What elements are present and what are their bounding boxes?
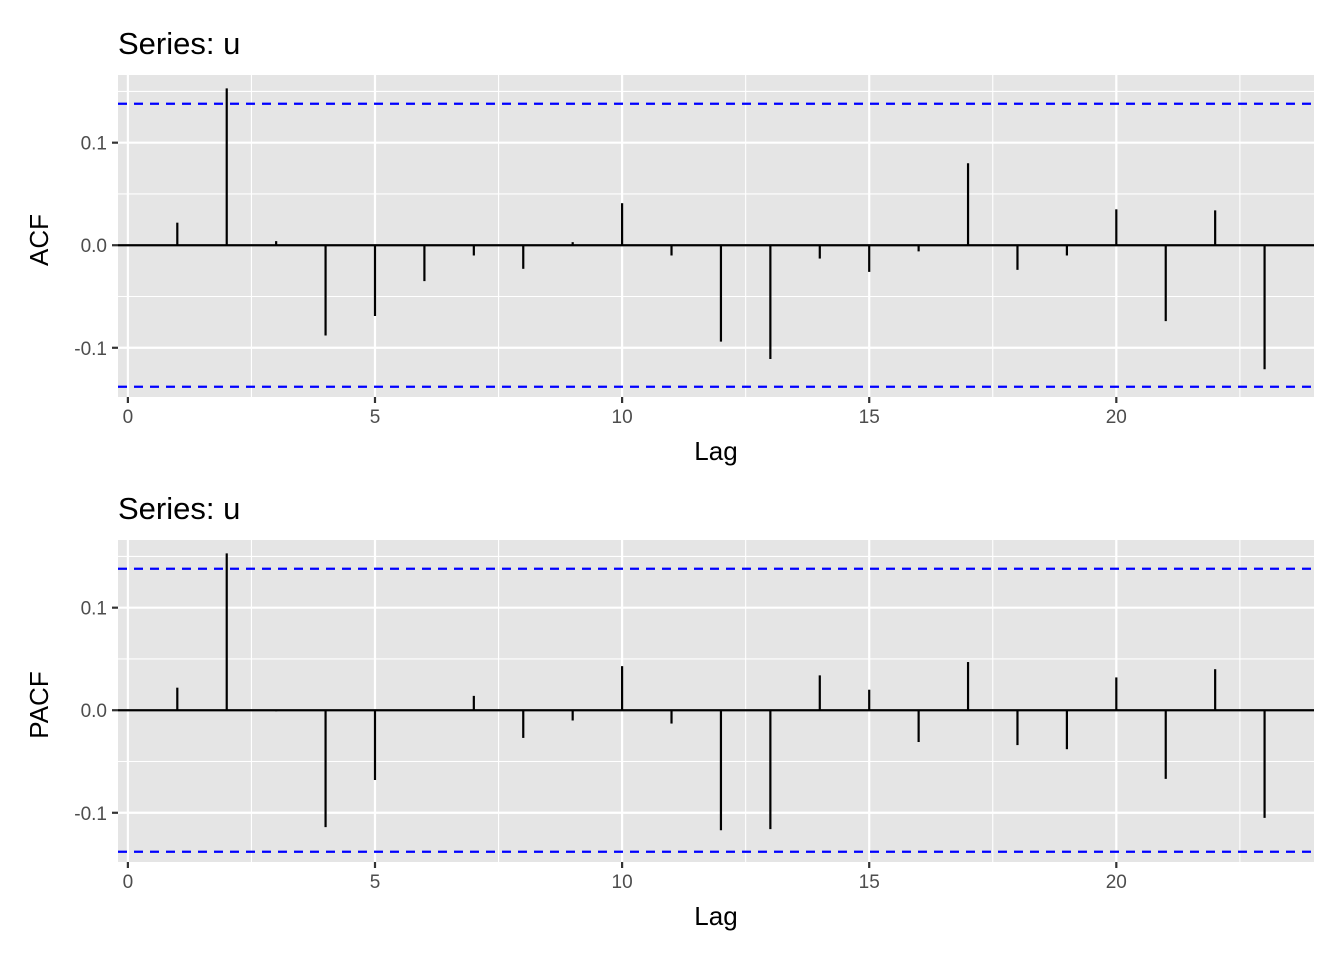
- pacf-y-axis: -0.1 0.0 0.1: [74, 599, 118, 825]
- acf-x-tick-label: 20: [1106, 407, 1127, 428]
- pacf-x-tick-label: 5: [370, 872, 381, 893]
- acf-y-axis-title: ACF: [24, 214, 54, 266]
- acf-x-tick-label: 10: [612, 407, 633, 428]
- pacf-y-tick-label: 0.1: [81, 599, 107, 620]
- pacf-x-axis: 0 5 10 15 20: [123, 862, 1127, 893]
- acf-plot: Series: u 0 5 10 15 20 -0.1 0.0 0.1 Lag ACF: [24, 26, 1314, 466]
- pacf-plot: Series: u 0 5 10 15 20 -0.1 0.0 0.1 Lag PACF: [24, 491, 1314, 931]
- pacf-confidence-bounds: [118, 567, 1314, 853]
- acf-confidence-bounds: [118, 102, 1314, 388]
- pacf-title: Series: u: [118, 491, 240, 526]
- acf-title: Series: u: [118, 26, 240, 61]
- acf-bars: [118, 88, 1314, 370]
- pacf-y-tick-label: 0.0: [81, 701, 107, 722]
- pacf-y-axis-title: PACF: [24, 671, 54, 738]
- pacf-x-tick-label: 15: [859, 872, 880, 893]
- pacf-x-tick-label: 20: [1106, 872, 1127, 893]
- pacf-bars: [118, 553, 1314, 831]
- pacf-panel-background: [118, 540, 1314, 862]
- acf-x-tick-label: 0: [123, 407, 134, 428]
- acf-x-tick-label: 15: [859, 407, 880, 428]
- acf-panel-background: [118, 75, 1314, 397]
- pacf-y-tick-label: -0.1: [74, 804, 107, 825]
- acf-x-axis: 0 5 10 15 20: [123, 397, 1127, 428]
- acf-x-axis-title: Lag: [694, 436, 737, 466]
- acf-y-tick-label: -0.1: [74, 339, 107, 360]
- acf-x-tick-label: 5: [370, 407, 381, 428]
- acf-y-tick-label: 0.0: [81, 236, 107, 257]
- acf-y-tick-label: 0.1: [81, 134, 107, 155]
- acf-y-axis: -0.1 0.0 0.1: [74, 134, 118, 360]
- pacf-x-axis-title: Lag: [694, 901, 737, 931]
- pacf-x-tick-label: 0: [123, 872, 134, 893]
- pacf-x-tick-label: 10: [612, 872, 633, 893]
